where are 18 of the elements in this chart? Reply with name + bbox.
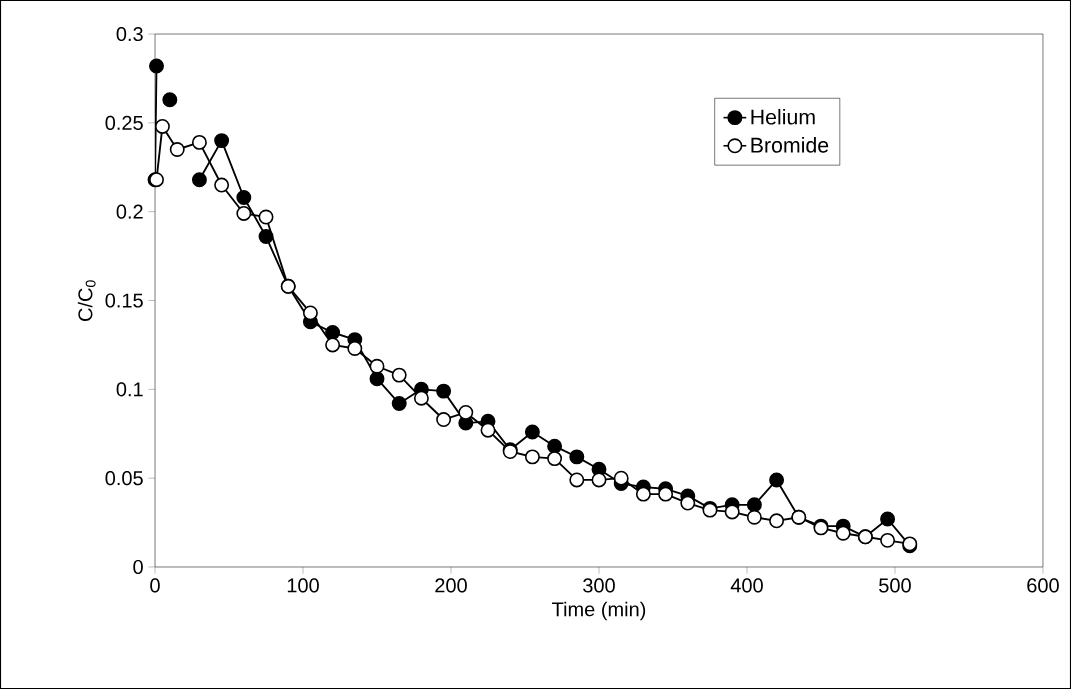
- x-tick-label: 300: [583, 578, 615, 593]
- y-tick-label: 0.1: [116, 382, 143, 397]
- legend-label: Bromide: [751, 137, 829, 153]
- y-tick-label: 0.15: [105, 293, 143, 308]
- x-tick-label: 100: [287, 578, 319, 593]
- x-axis-title: Time (min): [552, 601, 646, 621]
- y-tick-label: 0.25: [105, 115, 143, 130]
- y-tick-label: 0.05: [105, 471, 143, 486]
- x-tick-label: 200: [435, 578, 467, 593]
- x-tick-label: 400: [730, 578, 763, 593]
- x-tick-label: 500: [879, 578, 911, 593]
- y-axis-title: C/C$_{0}$: [77, 280, 96, 321]
- x-tick-label: 0: [150, 578, 160, 593]
- y-tick-label: 0: [133, 559, 143, 575]
- y-tick-label: 0.3: [116, 26, 143, 42]
- legend-label: Helium: [751, 108, 815, 125]
- x-tick-label: 600: [1027, 578, 1059, 593]
- y-tick-label: 0.2: [116, 204, 143, 219]
